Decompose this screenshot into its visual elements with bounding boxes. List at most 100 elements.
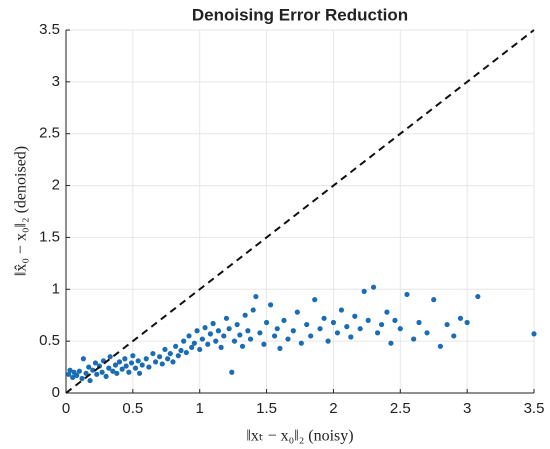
point — [218, 344, 224, 350]
point — [210, 320, 216, 327]
point — [94, 371, 100, 377]
y-tick-label: 0 — [52, 384, 60, 401]
point — [215, 328, 222, 334]
point — [444, 321, 450, 328]
point — [175, 353, 181, 359]
point — [112, 362, 119, 368]
point — [103, 373, 109, 380]
point — [411, 336, 417, 342]
point — [132, 365, 139, 371]
x-tick-label: 2 — [329, 400, 337, 417]
point — [397, 326, 403, 332]
point — [128, 360, 135, 366]
point — [475, 293, 481, 300]
point — [173, 343, 179, 349]
point — [70, 374, 76, 381]
point — [365, 317, 371, 323]
x-axis-label: ‖xₜ − x₀‖₂ (noisy) — [246, 428, 353, 445]
point — [277, 345, 283, 352]
point — [99, 369, 105, 375]
point — [162, 346, 168, 353]
point — [194, 328, 200, 334]
point — [80, 356, 86, 362]
point — [424, 330, 430, 336]
point — [223, 315, 230, 321]
point — [304, 321, 310, 328]
point — [388, 340, 394, 346]
point — [253, 293, 259, 300]
point — [165, 356, 171, 362]
point — [348, 334, 354, 340]
point — [178, 347, 184, 354]
point — [123, 363, 129, 369]
point — [87, 377, 93, 384]
x-tick-label: 0 — [62, 400, 70, 417]
point — [237, 332, 243, 338]
point — [86, 364, 92, 370]
point — [76, 368, 82, 374]
point — [431, 297, 437, 303]
point — [338, 307, 345, 313]
x-tick-label: 0.5 — [122, 400, 143, 417]
point — [107, 354, 113, 360]
point — [199, 336, 205, 342]
point — [135, 358, 141, 364]
point — [330, 319, 337, 326]
point — [352, 313, 358, 319]
point — [66, 371, 72, 377]
point — [404, 291, 410, 298]
point — [457, 315, 464, 321]
point — [344, 324, 350, 330]
point — [92, 360, 99, 366]
point — [321, 315, 327, 321]
point — [83, 370, 89, 376]
point — [308, 333, 314, 339]
y-tick-label: 2.5 — [39, 125, 60, 142]
point — [451, 333, 457, 339]
point — [221, 333, 227, 339]
point — [197, 346, 203, 353]
point — [250, 307, 256, 313]
point — [392, 317, 398, 323]
y-tick-label: 1.5 — [39, 228, 60, 245]
point — [146, 364, 152, 370]
point — [247, 336, 254, 342]
point — [531, 331, 537, 337]
point — [234, 321, 240, 328]
point — [231, 338, 238, 344]
chart-title: Denoising Error Reduction — [192, 5, 408, 24]
point — [130, 353, 136, 359]
point — [67, 367, 73, 373]
point — [207, 331, 214, 337]
point — [361, 288, 367, 294]
point — [384, 309, 390, 315]
point — [139, 362, 145, 368]
point — [263, 319, 270, 326]
point — [374, 330, 381, 336]
point — [122, 356, 128, 362]
x-tick-label: 1 — [196, 400, 204, 417]
point — [281, 317, 287, 323]
point — [205, 341, 211, 347]
point — [285, 336, 291, 342]
y-tick-label: 3 — [52, 73, 60, 90]
y-tick-label: 0.5 — [39, 332, 60, 349]
point — [202, 325, 208, 331]
point — [183, 349, 189, 356]
point — [317, 326, 323, 332]
point — [106, 365, 112, 371]
point — [189, 344, 195, 350]
point — [257, 330, 263, 336]
y-tick-label: 1 — [52, 280, 60, 297]
point — [116, 359, 123, 365]
point — [274, 326, 280, 332]
point — [181, 338, 187, 344]
x-tick-label: 3 — [463, 400, 471, 417]
point — [229, 369, 235, 375]
point — [239, 343, 246, 349]
point — [159, 361, 165, 367]
x-tick-label: 2.5 — [390, 400, 411, 417]
point — [136, 370, 143, 376]
point — [416, 319, 422, 326]
point — [167, 350, 173, 357]
